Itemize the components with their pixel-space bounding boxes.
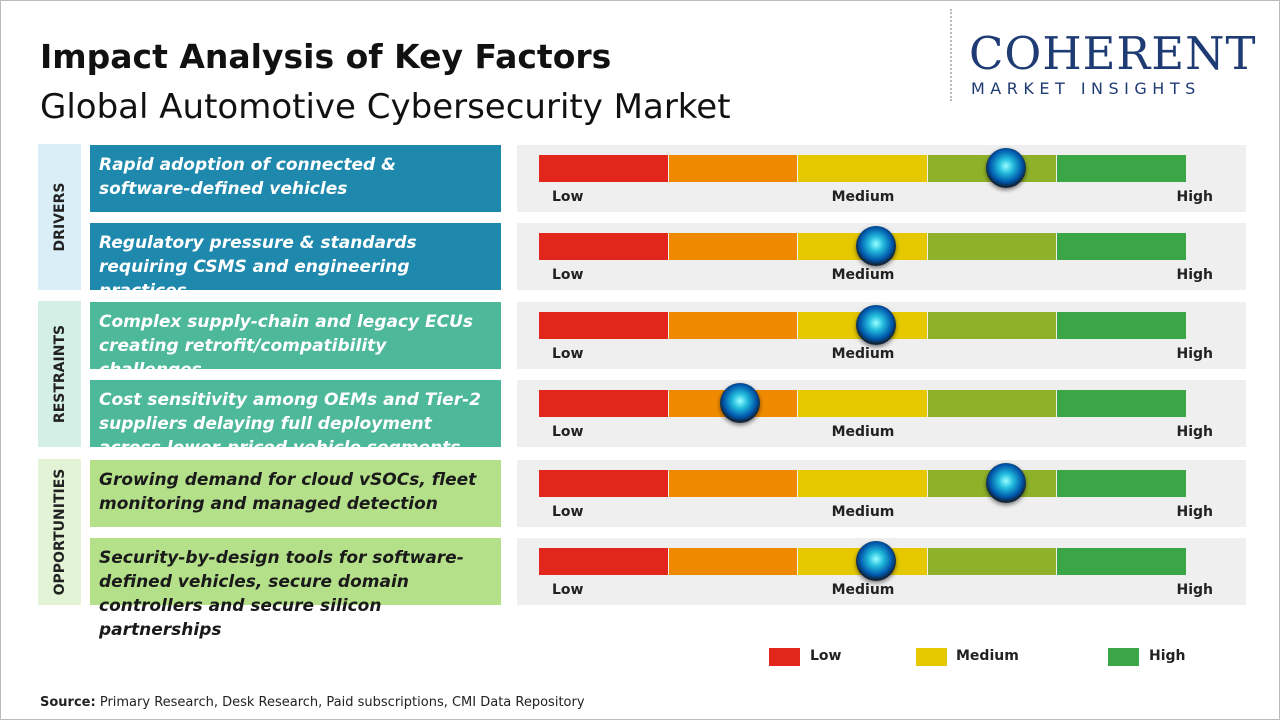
gauge-label: Medium [831, 424, 895, 440]
gauge-label: Low [552, 346, 584, 362]
group-label: DRIVERS [51, 182, 68, 252]
gauge-segment [1057, 470, 1186, 497]
gauge-panel: Low Medium High [517, 380, 1246, 447]
separator [950, 9, 952, 101]
gauge-panel: Low Medium High [517, 460, 1246, 527]
group-band: OPPORTUNITIES [38, 459, 81, 605]
gauge-segment [927, 548, 1057, 575]
gauge-segment [539, 390, 668, 417]
gauge-segment [927, 312, 1057, 339]
gauge-segment [539, 233, 668, 260]
gauge-segment [1057, 390, 1186, 417]
gauge-label: Low [552, 189, 584, 205]
gauge-segment [927, 390, 1057, 417]
logo-name: COHERENT [969, 27, 1257, 80]
gauge-label: High [1176, 267, 1213, 283]
legend-label: High [1149, 648, 1186, 664]
factor: Rapid adoption of connected & software-d… [90, 145, 501, 212]
legend-label: Medium [956, 648, 1019, 664]
impact-knob [855, 305, 896, 345]
gauge-panel: Low Medium High [517, 538, 1246, 605]
gauge-panel: Low Medium High [517, 302, 1246, 369]
factor: Security-by-design tools for software-de… [90, 538, 501, 640]
gauge-label: Medium [831, 582, 895, 598]
gauge-label: Low [552, 267, 584, 283]
gauge-label: Low [552, 504, 584, 520]
gauge-segment [1057, 155, 1186, 182]
gauge-segment [668, 470, 798, 497]
gauge-panel: Low Medium High [517, 145, 1246, 212]
impact-knob [855, 541, 896, 581]
gauge-segment [1057, 548, 1186, 575]
gauge-segment [1057, 233, 1186, 260]
gauge-label: High [1176, 424, 1213, 440]
group-band: DRIVERS [38, 144, 81, 290]
source: Source: Primary Research, Desk Research,… [40, 695, 585, 710]
legend-swatch [769, 648, 800, 666]
gauge-label: Low [552, 424, 584, 440]
gauge-label: Medium [831, 504, 895, 520]
gauge-segment [539, 155, 668, 182]
gauge-segment [539, 312, 668, 339]
gauge-label: High [1176, 504, 1213, 520]
gauge-segment [927, 233, 1057, 260]
gauge-segment [668, 155, 798, 182]
group-label: OPPORTUNITIES [51, 468, 68, 596]
gauge-segment [798, 470, 927, 497]
impact-knob [985, 463, 1026, 503]
gauge-label: Medium [831, 346, 895, 362]
legend-swatch [1108, 648, 1139, 666]
subtitle: Global Automotive Cybersecurity Market [40, 87, 731, 127]
gauge-label: Medium [831, 267, 895, 283]
factor: Regulatory pressure & standards requirin… [90, 223, 501, 301]
group-band: RESTRAINTS [38, 301, 81, 447]
gauge-label: Medium [831, 189, 895, 205]
gauge-label: High [1176, 582, 1213, 598]
gauge-segment [668, 312, 798, 339]
gauge-label: High [1176, 346, 1213, 362]
factor: Growing demand for cloud vSOCs, fleet mo… [90, 460, 501, 527]
impact-knob [855, 226, 896, 266]
impact-knob [985, 148, 1026, 188]
gauge-label: Low [552, 582, 584, 598]
gauge-label: High [1176, 189, 1213, 205]
source-text: Primary Research, Desk Research, Paid su… [99, 695, 585, 710]
source-label: Source: [40, 695, 96, 710]
factor: Cost sensitivity among OEMs and Tier-2 s… [90, 380, 501, 458]
impact-knob [719, 383, 760, 423]
gauge-panel: Low Medium High [517, 223, 1246, 290]
title: Impact Analysis of Key Factors [40, 37, 612, 76]
gauge-segment [798, 155, 927, 182]
logo-tagline: MARKET INSIGHTS [971, 79, 1201, 98]
gauge-segment [539, 548, 668, 575]
group-label: RESTRAINTS [51, 324, 68, 424]
factor: Complex supply-chain and legacy ECUs cre… [90, 302, 501, 380]
gauge-segment [668, 233, 798, 260]
legend-label: Low [810, 648, 842, 664]
gauge-segment [798, 390, 927, 417]
legend-swatch [916, 648, 947, 666]
gauge-segment [668, 548, 798, 575]
gauge-segment [1057, 312, 1186, 339]
gauge-segment [539, 470, 668, 497]
